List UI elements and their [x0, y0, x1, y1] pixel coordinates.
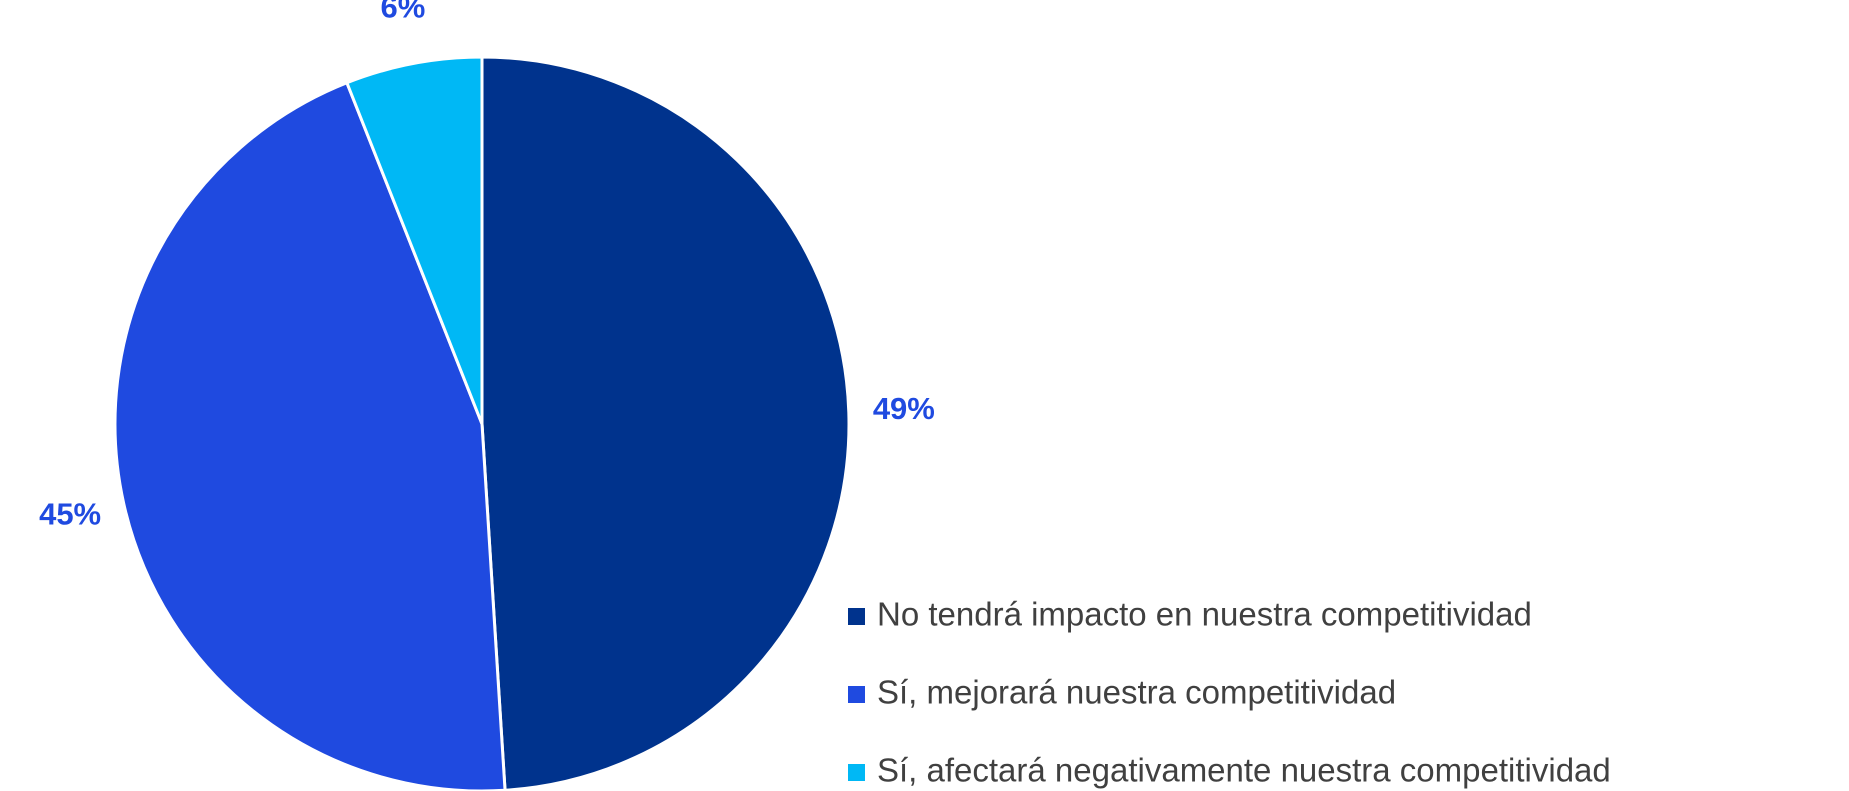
legend-swatch	[848, 764, 865, 781]
legend-label: Sí, afectará negativamente nuestra compe…	[877, 752, 1611, 789]
pie-slice	[113, 80, 507, 791]
data-label: 45%	[39, 496, 101, 531]
legend-swatch	[848, 686, 865, 703]
legend-label: Sí, mejorará nuestra competitividad	[877, 674, 1396, 711]
legend-label: No tendrá impacto en nuestra competitivi…	[877, 596, 1532, 633]
data-label: 49%	[873, 391, 935, 426]
legend-swatch	[848, 608, 865, 625]
pie-slice	[480, 55, 851, 791]
pie-slice	[344, 55, 484, 425]
data-label: 6%	[381, 0, 426, 25]
